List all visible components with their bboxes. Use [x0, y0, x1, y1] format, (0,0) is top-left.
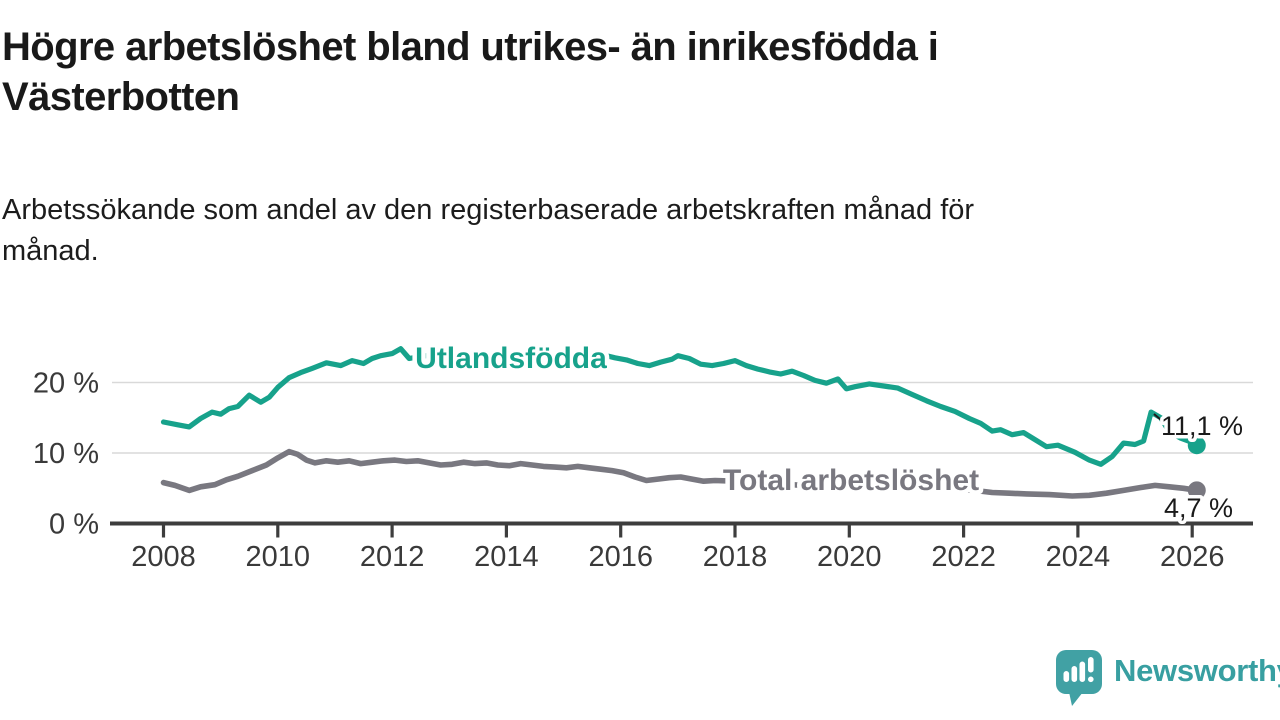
chart-subtitle-line-1: Arbetssökande som andel av den registerb…	[2, 194, 975, 226]
x-tick-label-2012: 2012	[360, 541, 425, 573]
page-title-line-1: Högre arbetslöshet bland utrikes- än inr…	[2, 25, 939, 69]
y-tick-label-20: 20 %	[33, 368, 99, 400]
newsworthy-logo-text: Newsworthy	[1114, 653, 1280, 688]
chart-subtitle-line-2: månad.	[2, 234, 99, 267]
y-tick-label-10: 10 %	[33, 438, 99, 470]
end-dot-total	[1187, 481, 1206, 500]
x-tick-label-2022: 2022	[931, 541, 996, 573]
series-line-total	[160, 448, 1200, 499]
chart-subtitle: Arbetssökande som andel av den registerb…	[2, 190, 1197, 271]
series-line-utlandsfodda	[160, 346, 1200, 467]
newsworthy-logo: Newsworthy	[1055, 649, 1280, 707]
x-tick-label-2026: 2026	[1160, 541, 1225, 573]
x-tick-label-2016: 2016	[588, 541, 653, 573]
page-title: Högre arbetslöshet bland utrikes- än inr…	[2, 22, 1177, 123]
series-inline-labels: Utlandsfödda Total arbetslöshet	[411, 338, 984, 502]
leader-line-utlandsfodda	[1153, 413, 1171, 429]
x-axis-ticks	[161, 525, 1194, 538]
gridlines	[112, 381, 1253, 454]
x-axis-tick-labels: 2008 2010 2012 2014 2016 2018 2020 2022 2024 2026	[131, 541, 1224, 573]
annotation-leader-lines	[1153, 413, 1171, 429]
x-tick-label-2010: 2010	[246, 541, 311, 573]
x-tick-label-2024: 2024	[1046, 541, 1111, 573]
end-value-label-total: 4,7 %	[1164, 493, 1233, 523]
newsworthy-logo-icon	[1056, 650, 1102, 706]
y-axis-tick-labels: 0 % 10 % 20 %	[33, 368, 99, 541]
series-label-total: Total arbetslöshet	[723, 464, 979, 497]
x-tick-label-2008: 2008	[131, 541, 196, 573]
y-tick-label-0: 0 %	[49, 509, 99, 541]
end-dot-utlandsfodda	[1187, 436, 1206, 455]
series-lines	[160, 346, 1200, 499]
end-value-annotations: 11,1 % 4,7 %	[1158, 408, 1247, 527]
page-title-line-2: Västerbotten	[2, 75, 240, 120]
x-tick-label-2014: 2014	[474, 541, 539, 573]
end-value-label-utlandsfodda: 11,1 %	[1161, 411, 1243, 441]
x-tick-label-2018: 2018	[703, 541, 768, 573]
series-label-utlandsfodda: Utlandsfödda	[415, 342, 607, 375]
series-end-dots	[1187, 436, 1206, 500]
x-tick-label-2020: 2020	[817, 541, 882, 573]
